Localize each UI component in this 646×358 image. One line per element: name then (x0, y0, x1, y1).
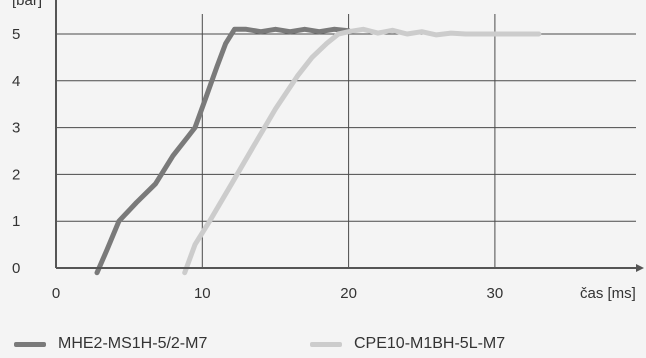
legend-swatch-1 (14, 341, 46, 347)
x-axis-label: čas [ms] (580, 285, 636, 302)
legend-label-1: MHE2-MS1H-5/2-M7 (58, 335, 208, 352)
y-tick-label: 4 (12, 73, 20, 90)
legend-item-1: MHE2-MS1H-5/2-M7 (14, 334, 207, 354)
y-tick-label: 2 (12, 166, 20, 183)
x-tick-label: 0 (52, 285, 60, 302)
x-tick-label: 10 (194, 285, 211, 302)
legend-label-2: CPE10-M1BH-5L-M7 (354, 335, 506, 352)
x-tick-label: 30 (487, 285, 504, 302)
y-axis-label: [bar] (12, 0, 42, 9)
chart-series (94, 26, 542, 276)
y-tick-label: 5 (12, 26, 20, 43)
chart-grid (56, 14, 636, 268)
chart-tick-labels: 0 1 2 3 4 5 0 10 20 30 čas [ms] [bar] (12, 0, 636, 302)
legend-swatch-2 (310, 341, 342, 347)
y-tick-label: 3 (12, 120, 20, 137)
x-tick-label: 20 (340, 285, 357, 302)
series-line-1 (94, 26, 352, 276)
y-tick-label: 1 (12, 213, 20, 230)
legend-item-2: CPE10-M1BH-5L-M7 (310, 334, 505, 354)
chart-axes (55, 0, 644, 272)
x-axis-arrow (636, 264, 644, 272)
y-tick-label: 0 (12, 260, 20, 277)
series-line-2 (182, 26, 542, 276)
